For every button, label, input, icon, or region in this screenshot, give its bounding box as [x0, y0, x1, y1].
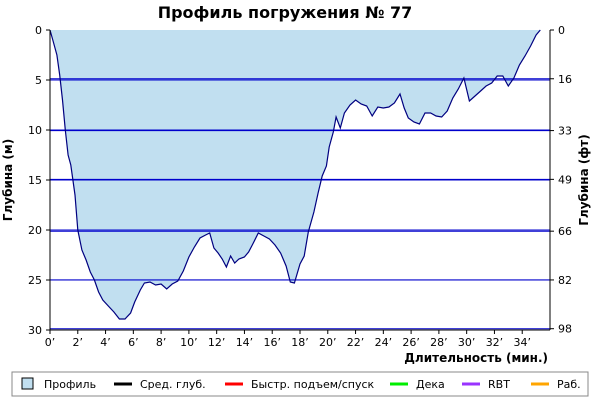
- chart-title: Профиль погружения № 77: [158, 3, 413, 22]
- legend-swatch-area: [21, 377, 34, 390]
- x-tick-label: 10’: [180, 336, 198, 349]
- x-axis-ticks: 0’ 2’ 4’ 6’ 8’ 10’ 12’ 14’ 16’ 18’ 20’ 22’ 24’ 26’ 28’…: [45, 330, 531, 349]
- y-left-tick-label: 15: [28, 174, 42, 187]
- y-left-tick-label: 5: [35, 74, 42, 87]
- y-right-tick-label: 66: [558, 225, 572, 238]
- y-left-tick-label: 30: [28, 324, 42, 337]
- y-left-tick-label: 0: [35, 24, 42, 37]
- x-tick-label: 8’: [156, 336, 167, 349]
- x-tick-label: 24’: [375, 336, 393, 349]
- x-tick-label: 30’: [458, 336, 476, 349]
- x-axis-title: Длительность (мин.): [404, 351, 548, 365]
- x-tick-label: 18’: [291, 336, 309, 349]
- x-tick-label: 34’: [513, 336, 531, 349]
- x-tick-label: 12’: [208, 336, 226, 349]
- profile-line: [49, 29, 541, 320]
- y-axis-left-ticks: 0 5 10 15 20 25 30: [28, 24, 50, 337]
- x-tick-label: 0’: [45, 336, 56, 349]
- profile-depth-line: [49, 29, 541, 320]
- legend-label: RBT: [488, 378, 510, 391]
- y-left-tick-label: 10: [28, 124, 42, 137]
- legend: Профиль Сред. глуб. Быстр. подъем/спуск Дек…: [11, 371, 589, 397]
- x-tick-label: 14’: [236, 336, 254, 349]
- y-right-tick-label: 16: [558, 73, 572, 86]
- grid-lines: [50, 78, 550, 330]
- x-tick-label: 6’: [128, 336, 139, 349]
- y-axis-left-title: Глубина (м): [1, 139, 15, 221]
- x-tick-label: 26’: [402, 336, 420, 349]
- y-right-tick-label: 33: [558, 125, 572, 138]
- x-tick-label: 28’: [430, 336, 448, 349]
- x-tick-label: 32’: [486, 336, 504, 349]
- x-tick-label: 2’: [73, 336, 84, 349]
- x-tick-label: 22’: [347, 336, 365, 349]
- x-tick-label: 4’: [100, 336, 111, 349]
- y-axis-right-ticks: 0 16 33 49 66 82 98: [550, 24, 572, 336]
- legend-label: Профиль: [44, 378, 96, 391]
- y-left-tick-label: 25: [28, 274, 42, 287]
- y-left-tick-label: 20: [28, 224, 42, 237]
- y-axis-right-title: Глубина (фт): [577, 134, 591, 225]
- x-tick-label: 20’: [319, 336, 337, 349]
- y-right-tick-label: 49: [558, 173, 572, 186]
- legend-label: Дека: [416, 378, 445, 391]
- legend-frame: [11, 371, 589, 397]
- legend-label: Сред. глуб.: [140, 378, 206, 391]
- legend-label: Раб.: [557, 378, 581, 391]
- y-right-tick-label: 82: [558, 274, 572, 287]
- profile-area: [50, 30, 541, 319]
- y-right-tick-label: 98: [558, 323, 572, 336]
- legend-label: Быстр. подъем/спуск: [251, 378, 375, 391]
- y-right-tick-label: 0: [558, 24, 565, 37]
- x-tick-label: 16’: [263, 336, 281, 349]
- profile-area-fill: [50, 30, 541, 319]
